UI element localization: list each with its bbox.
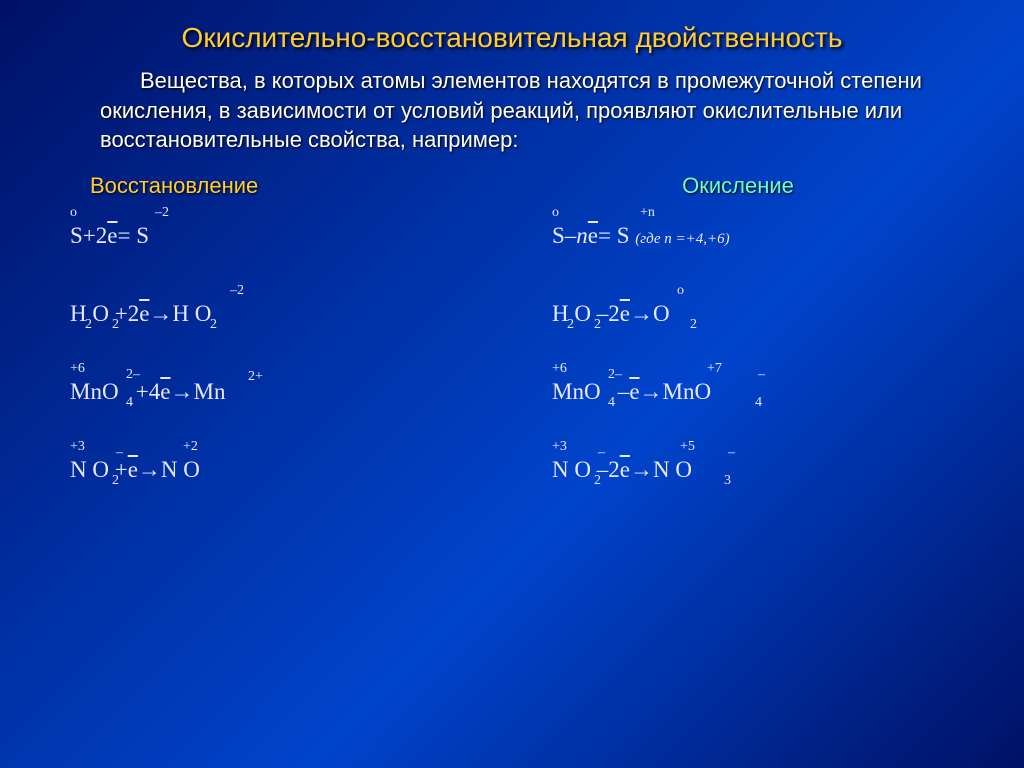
equation-l3: +6 MnO +4e→Mn 4 2– 2+ (70, 371, 512, 411)
ox-state: +6 (552, 361, 567, 377)
equation-l2: –2 H O +2e→H O 2 2 2 (70, 293, 512, 333)
eq-body: N O –2e→N O (552, 457, 692, 483)
superscript: 2+ (248, 369, 263, 385)
superscript: – (728, 445, 735, 461)
subscript: 4 (608, 395, 615, 411)
eq-body: S+2e= S (70, 223, 149, 249)
slide-title: Окислительно-восстановительная двойствен… (0, 0, 1024, 66)
superscript: – (598, 445, 605, 461)
subscript: 3 (724, 473, 731, 489)
ox-state: +n (640, 205, 655, 221)
note: (где n =+4,+6) (635, 231, 729, 247)
reduction-heading: Восстановление (0, 173, 512, 199)
equation-r1: o +n S–ne= S (где n =+4,+6) (552, 215, 1024, 255)
ox-state: o (552, 205, 559, 221)
ox-state: +2 (183, 439, 198, 455)
superscript: 2– (608, 367, 622, 383)
ox-state: o (677, 283, 684, 299)
subscript: 4 (126, 395, 133, 411)
ox-state: +5 (680, 439, 695, 455)
subscript: 2 (690, 317, 697, 333)
subscript: 2 (210, 317, 217, 333)
eq-body: MnO –e→MnO (552, 379, 711, 405)
equation-r3: +6 +7 MnO –e→MnO 4 2– 4 – (552, 371, 1024, 411)
subscript: 2 (85, 317, 92, 333)
equation-r2: o H O –2e→O 2 2 2 (552, 293, 1024, 333)
oxidation-heading: Окисление (512, 173, 1024, 199)
subscript: 2 (594, 317, 601, 333)
oxidation-column: Окисление o +n S–ne= S (где n =+4,+6) o … (512, 173, 1024, 527)
superscript: – (758, 367, 765, 383)
eq-body: S–ne= S (где n =+4,+6) (552, 223, 730, 249)
oxidation-equations: o +n S–ne= S (где n =+4,+6) o H O –2e→O … (512, 215, 1024, 489)
superscript: – (116, 445, 123, 461)
ox-state: +3 (70, 439, 85, 455)
subscript: 2 (594, 473, 601, 489)
intro-paragraph: Вещества, в которых атомы элементов нахо… (0, 66, 1024, 155)
ox-state: +3 (552, 439, 567, 455)
subscript: 2 (567, 317, 574, 333)
equation-l1: o –2 S+2e= S (70, 215, 512, 255)
superscript: 2– (126, 367, 140, 383)
ox-state: o (70, 205, 77, 221)
ox-state: –2 (155, 205, 169, 221)
ox-state: +6 (70, 361, 85, 377)
eq-body: N O +e→N O (70, 457, 200, 483)
subscript: 2 (112, 473, 119, 489)
subscript: 2 (112, 317, 119, 333)
equation-r4: +3 +5 N O –2e→N O 2 – 3 – (552, 449, 1024, 489)
ox-state: –2 (230, 283, 244, 299)
eq-body: MnO +4e→Mn (70, 379, 225, 405)
reduction-equations: o –2 S+2e= S –2 H O +2e→H O 2 2 2 +6 MnO… (0, 215, 512, 489)
subscript: 4 (755, 395, 762, 411)
equation-l4: +3 +2 N O +e→N O 2 – (70, 449, 512, 489)
reduction-column: Восстановление o –2 S+2e= S –2 H O +2e→H… (0, 173, 512, 527)
columns-container: Восстановление o –2 S+2e= S –2 H O +2e→H… (0, 173, 1024, 527)
ox-state: +7 (707, 361, 722, 377)
